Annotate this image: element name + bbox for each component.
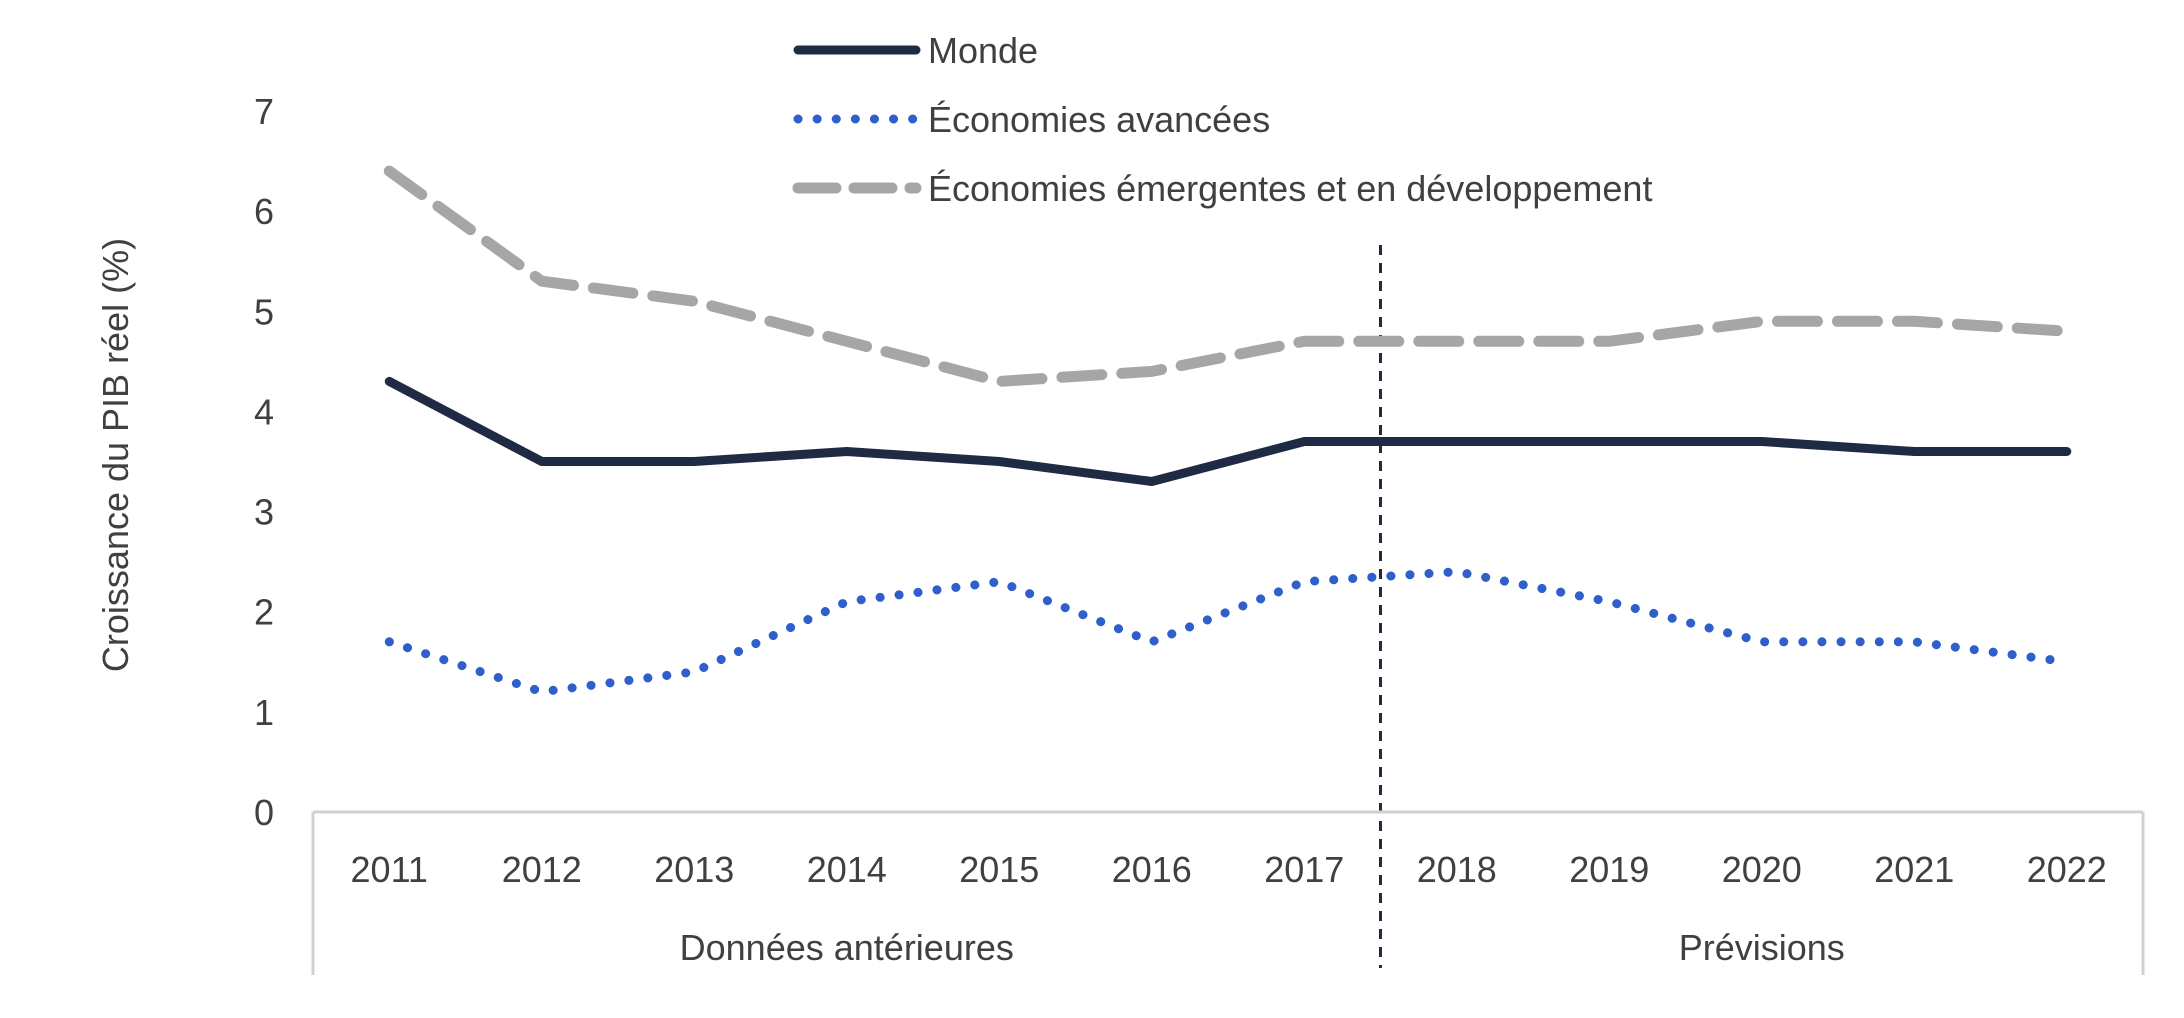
x-tick-label: 2021 [1874, 849, 1954, 890]
x-tick-label: 2020 [1722, 849, 1802, 890]
x-tick-label: 2022 [2027, 849, 2107, 890]
x-group-label: Données antérieures [680, 927, 1014, 968]
y-tick-label: 7 [254, 91, 274, 132]
x-tick-label: 2015 [959, 849, 1039, 890]
x-tick-label: 2018 [1417, 849, 1497, 890]
series-line [383, 165, 2073, 387]
legend: Monde Économies avancées Économies émergen… [792, 30, 1652, 209]
x-group-label: Prévisions [1679, 927, 1845, 968]
legend-label: Économies émergentes et en développement [928, 168, 1652, 209]
x-tick-label: 2019 [1569, 849, 1649, 890]
y-tick-label: 0 [254, 792, 274, 833]
x-tick-label: 2011 [351, 849, 428, 890]
series-line [384, 376, 2072, 486]
legend-label: Économies avancées [928, 99, 1270, 140]
x-tick-label: 2016 [1112, 849, 1192, 890]
y-tick-label: 4 [254, 391, 274, 432]
x-tick-label: 2012 [502, 849, 582, 890]
y-tick-label: 1 [254, 692, 274, 733]
x-tick-label: 2014 [807, 849, 887, 890]
series-line [384, 567, 2072, 697]
x-tick-label: 2013 [654, 849, 734, 890]
y-tick-label: 3 [254, 492, 274, 533]
series-lines [383, 165, 2073, 697]
y-tick-label: 2 [254, 592, 274, 633]
y-axis-title: Croissance du PIB réel (%) [95, 238, 136, 672]
y-axis: 0 1 2 3 4 5 6 7 [254, 91, 274, 833]
x-axis: 2011 2012 2013 2014 2015 2016 2017 2018 2019 2020… [311, 810, 2145, 975]
x-tick-label: 2017 [1264, 849, 1344, 890]
y-tick-label: 5 [254, 291, 274, 332]
legend-label: Monde [928, 30, 1038, 71]
y-tick-label: 6 [254, 191, 274, 232]
